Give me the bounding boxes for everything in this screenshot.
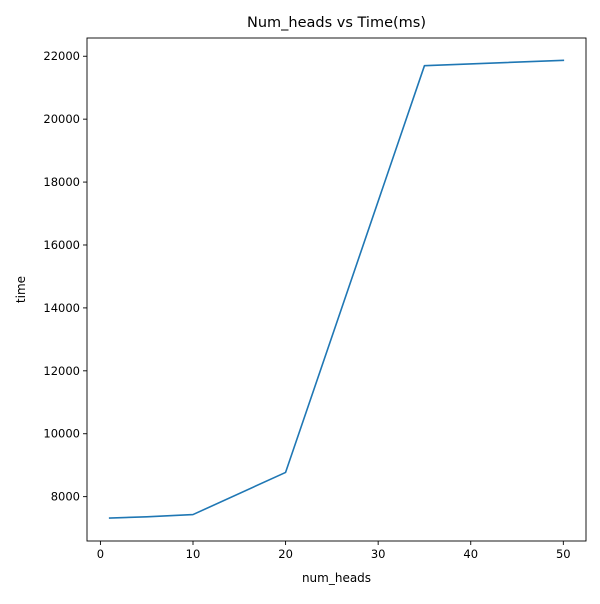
y-tick-label: 18000: [43, 175, 80, 189]
y-tick-label: 10000: [43, 427, 80, 441]
y-tick-label: 8000: [51, 490, 80, 504]
x-tick-label: 0: [97, 547, 104, 561]
axes-frame: [86, 37, 587, 542]
y-tick-label: 16000: [43, 238, 80, 252]
y-tick-label: 12000: [43, 364, 80, 378]
x-tick-label: 20: [278, 547, 293, 561]
plot-area: 0 10 20 30 40 50 8000 10000 12000 14000 16000 18000…: [43, 37, 587, 561]
y-tick-label: 20000: [43, 112, 80, 126]
y-tick-label: 14000: [43, 301, 80, 315]
x-tick-label: 10: [186, 547, 201, 561]
y-axis-label: time: [14, 276, 28, 303]
x-axis-label: num_heads: [302, 571, 371, 585]
x-tick-label: 30: [371, 547, 386, 561]
x-tick-label: 50: [556, 547, 571, 561]
chart-title: Num_heads vs Time(ms): [247, 15, 426, 31]
series-line-0: [108, 59, 565, 519]
y-tick-label: 22000: [43, 49, 80, 63]
x-tick-label: 40: [463, 547, 478, 561]
